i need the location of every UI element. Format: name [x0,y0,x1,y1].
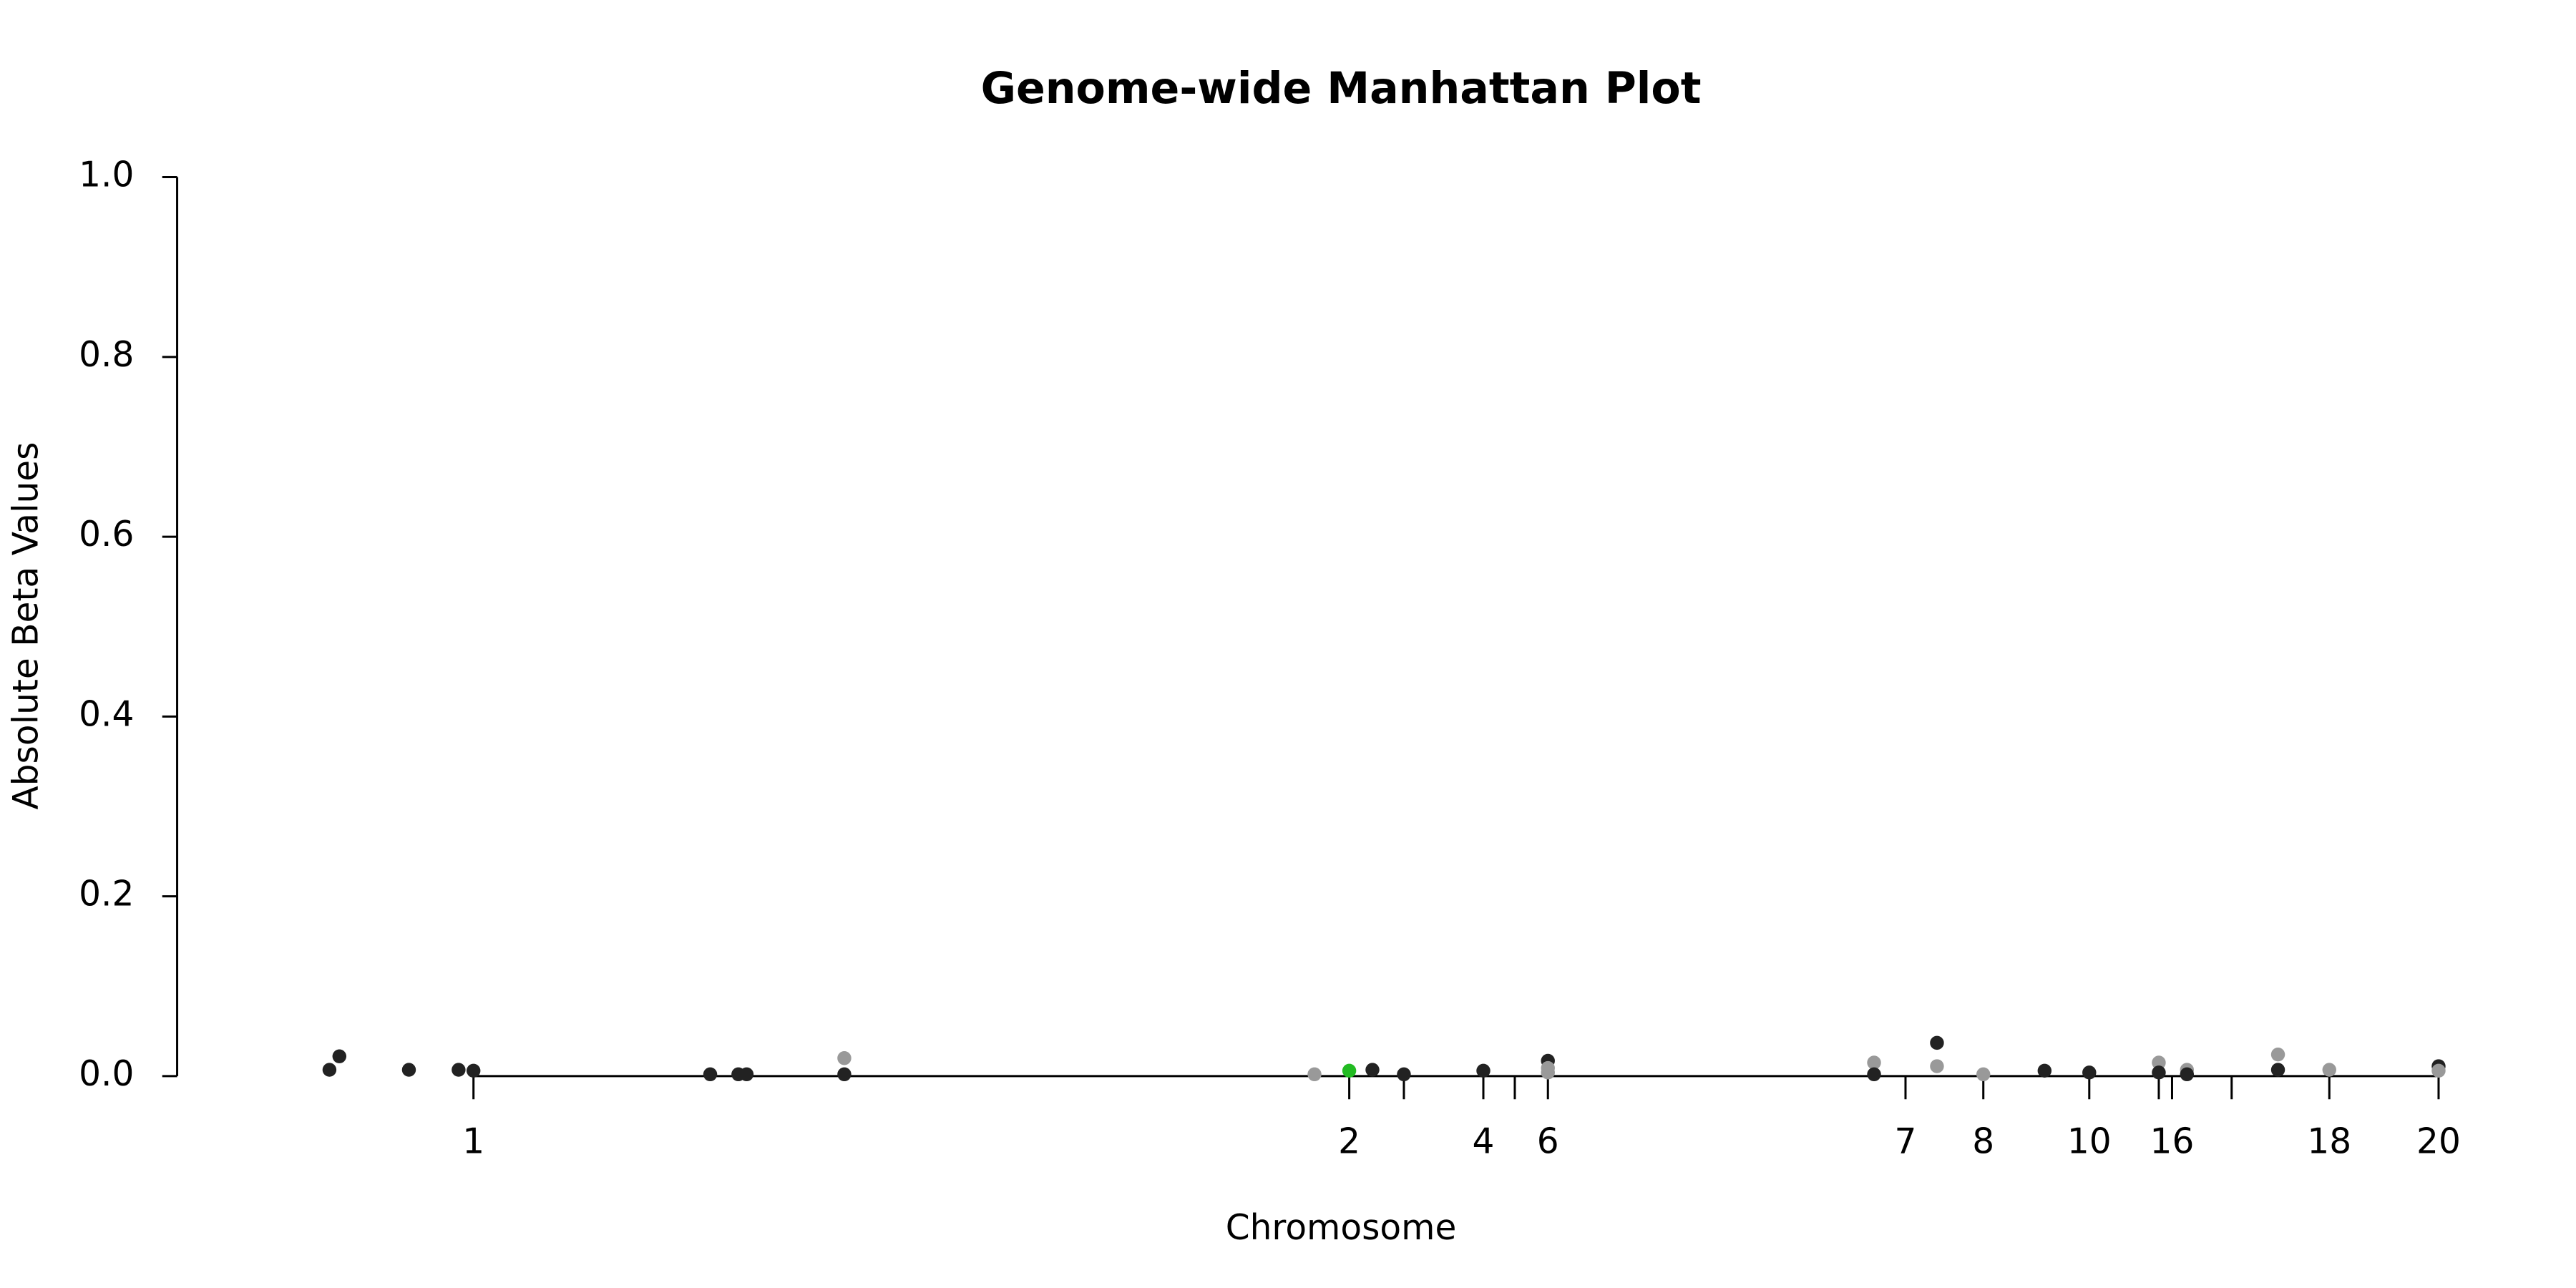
y-tick-label: 0.8 [79,335,134,375]
data-point [452,1063,466,1077]
x-tick-label: 6 [1537,1122,1559,1162]
data-point [322,1063,337,1077]
x-tick-label: 8 [1972,1122,1994,1162]
x-axis-label: Chromosome [1226,1208,1457,1248]
x-tick-label: 7 [1895,1122,1917,1162]
data-point [1930,1059,1944,1073]
y-tick-label: 0.6 [79,514,134,555]
data-point [1307,1067,1322,1082]
y-tick-label: 0.2 [79,874,134,914]
y-axis-label: Absolute Beta Values [6,442,46,810]
data-point [1867,1055,1881,1070]
data-point [332,1049,347,1063]
data-point [1365,1063,1380,1077]
data-point [837,1067,852,1082]
data-point [1867,1067,1881,1082]
data-point [2431,1063,2446,1078]
data-point [2152,1065,2166,1080]
data-point [2082,1065,2097,1080]
data-point [2322,1063,2336,1077]
data-point [1342,1063,1357,1078]
data-point [703,1067,718,1082]
data-point [1541,1065,1555,1080]
data-point [1476,1063,1491,1078]
data-point [466,1063,481,1078]
x-tick-label: 20 [2416,1122,2461,1162]
data-point [837,1051,852,1065]
x-tick-label: 10 [2067,1122,2112,1162]
x-tick-label: 1 [462,1122,484,1162]
data-point [2270,1047,2285,1062]
x-tick-label: 2 [1338,1122,1360,1162]
data-point [1976,1067,1991,1082]
x-tick-label: 18 [2307,1122,2351,1162]
chart-title: Genome-wide Manhattan Plot [981,64,1702,114]
data-point [1930,1035,1944,1050]
x-tick-label: 16 [2150,1122,2195,1162]
y-tick-label: 0.4 [79,694,134,734]
y-tick-label: 0.0 [79,1054,134,1094]
y-tick-label: 1.0 [79,155,134,195]
data-point [2152,1055,2166,1070]
data-point [739,1067,754,1082]
data-point [2037,1063,2052,1078]
data-point [401,1063,416,1077]
x-tick-label: 4 [1473,1122,1495,1162]
data-point [2180,1067,2195,1082]
data-point [2270,1063,2285,1077]
data-point [1397,1067,1411,1082]
